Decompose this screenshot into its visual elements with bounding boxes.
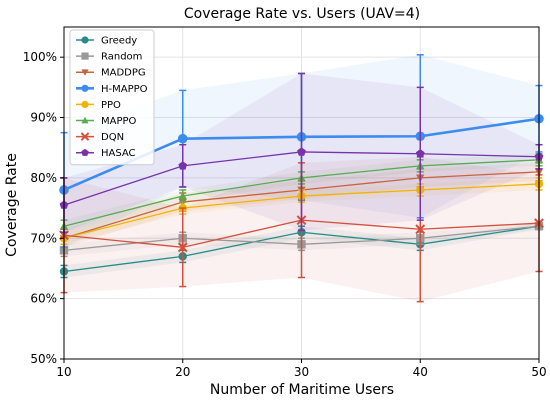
chart-title: Coverage Rate vs. Users (UAV=4): [184, 6, 420, 22]
legend-marker: [81, 36, 89, 44]
legend-marker: [81, 148, 89, 156]
data-point: [177, 242, 188, 253]
y-tick-label: 90%: [30, 111, 57, 125]
legend-label: MAPPO: [101, 116, 137, 127]
legend-label: MADDPG: [101, 68, 146, 79]
legend-label: H-MAPPO: [101, 84, 148, 95]
y-tick-label: 70%: [30, 231, 57, 245]
x-tick-label: 50: [531, 365, 546, 379]
series-layer: [59, 54, 544, 303]
x-tick-label: 20: [175, 365, 190, 379]
legend-box: [69, 29, 155, 166]
y-axis-label: Coverage Rate: [4, 153, 20, 257]
y-tick-label: 100%: [23, 50, 57, 64]
data-point: [178, 161, 188, 170]
data-point: [415, 224, 426, 235]
data-point: [178, 191, 187, 200]
legend: Greedy Random MADDPG H-MAPPO PPO MAPPO DQN HASA…: [69, 29, 155, 166]
x-tick-label: 30: [294, 365, 309, 379]
legend-entry-mappo: MAPPO: [76, 116, 137, 127]
legend-entry-hasac: HASAC: [76, 148, 136, 159]
data-point: [415, 149, 425, 158]
x-tick-label: 40: [413, 365, 428, 379]
y-tick-label: 80%: [30, 171, 57, 185]
data-point: [297, 147, 306, 156]
legend-marker: [81, 100, 89, 108]
legend-label: HASAC: [101, 148, 136, 159]
x-axis-label: Number of Maritime Users: [210, 382, 394, 398]
legend-entry-random: Random: [76, 52, 142, 63]
legend-entry-greedy: Greedy: [76, 36, 137, 47]
legend-marker: [81, 52, 89, 60]
legend-label: Greedy: [101, 36, 137, 47]
data-point: [177, 133, 188, 144]
legend-label: Random: [101, 52, 142, 63]
legend-entry-dqn: DQN: [76, 132, 124, 143]
x-tick-label: 10: [56, 365, 71, 379]
legend-marker: [81, 84, 89, 92]
y-tick-label: 60%: [30, 292, 57, 306]
legend-label: PPO: [101, 100, 121, 111]
legend-marker: [81, 116, 89, 124]
legend-entry-maddpg: MADDPG: [76, 68, 146, 79]
legend-entry-ppo: PPO: [76, 100, 121, 111]
legend-marker: [81, 69, 89, 76]
axes: 10 20 30 40 50 50% 60% 70% 80% 90% 100%: [23, 26, 547, 379]
legend-marker: [80, 132, 90, 141]
legend-label: DQN: [101, 132, 124, 143]
legend-entry-h-mappo: H-MAPPO: [76, 84, 148, 95]
y-tick-label: 50%: [30, 352, 57, 366]
